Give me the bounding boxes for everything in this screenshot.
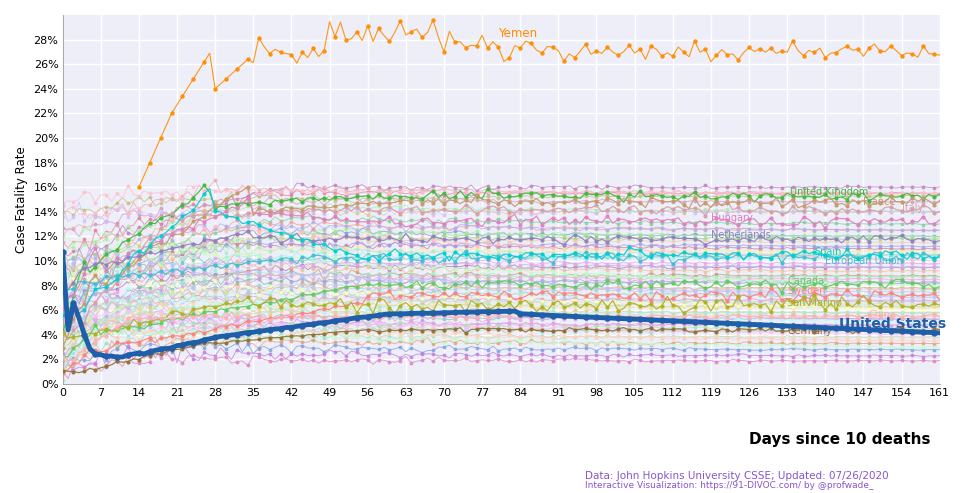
Text: Hungary: Hungary	[711, 213, 753, 223]
Text: France: France	[864, 197, 896, 207]
Y-axis label: Case Fatality Rate: Case Fatality Rate	[15, 146, 28, 253]
Text: Netherlands: Netherlands	[711, 230, 770, 240]
Text: San Marino: San Marino	[787, 298, 842, 308]
Text: United Kingdom: United Kingdom	[790, 187, 868, 197]
Text: Interactive Visualization: https://91-DIVOC.com/ by @profwade_: Interactive Visualization: https://91-DI…	[585, 481, 874, 490]
Text: Sweden: Sweden	[787, 285, 826, 296]
Text: Spain: Spain	[814, 247, 841, 257]
Text: European Union: European Union	[825, 256, 903, 266]
X-axis label: Days since 10 deaths: Days since 10 deaths	[750, 432, 931, 447]
Text: Yemen: Yemen	[498, 27, 537, 40]
Text: Italy: Italy	[902, 203, 922, 213]
Text: Data: John Hopkins University CSSE; Updated: 07/26/2020: Data: John Hopkins University CSSE; Upda…	[585, 471, 888, 481]
Text: China: China	[869, 310, 897, 320]
Text: United States: United States	[838, 317, 946, 331]
Text: Germany: Germany	[787, 326, 832, 336]
Text: Canada: Canada	[787, 276, 824, 286]
